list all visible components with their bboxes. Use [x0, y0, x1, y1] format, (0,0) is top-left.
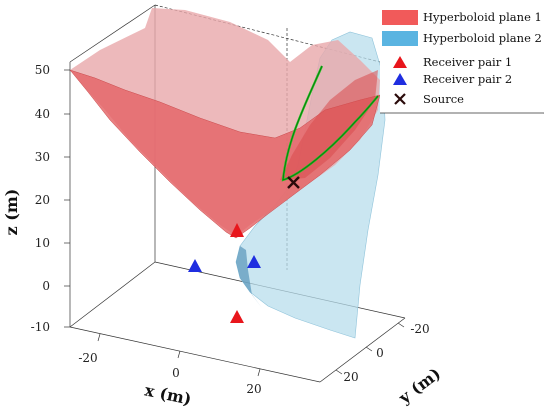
- legend-swatch-plane-1: [382, 10, 418, 25]
- y-axis-label: y (m): [394, 364, 444, 408]
- x-axis-label: x (m): [143, 380, 193, 408]
- y-tick-labels: -20 0 20: [343, 322, 429, 384]
- receiver-pair-2-marker: [188, 259, 202, 272]
- legend-swatch-source: [394, 93, 406, 105]
- source-marker: [287, 176, 300, 189]
- y-tick-label: 0: [376, 346, 384, 360]
- y-axis-line: [319, 317, 406, 383]
- legend-swatch-receiver-1: [393, 56, 407, 68]
- z-tick-label: -10: [31, 320, 50, 334]
- y-tick: [397, 322, 405, 328]
- intersection-curve-1-shadow: [282, 65, 379, 181]
- z-ticks: [64, 69, 70, 328]
- receiver-pair-1-marker: [230, 310, 244, 323]
- z-tick-label: 30: [35, 150, 50, 164]
- markers: [188, 176, 300, 323]
- legend: Hyperboloid plane 1 Hyperboloid plane 2 …: [380, 0, 544, 114]
- legend-label: Receiver pair 2: [423, 72, 512, 86]
- x-tick-label: -20: [78, 351, 97, 365]
- y-tick-label: -20: [410, 322, 429, 336]
- z-axis-label: z (m): [2, 189, 21, 236]
- back-top-edge-left: [69, 4, 156, 63]
- x-ticks: [97, 333, 261, 377]
- z-tick-label: 0: [42, 279, 50, 293]
- legend-swatch-receiver-2: [393, 73, 407, 85]
- receiver-pair-1-marker: [230, 223, 244, 237]
- y-tick: [335, 369, 343, 375]
- back-top-edge-right: [154, 4, 381, 63]
- x-tick: [177, 350, 181, 359]
- legend-label: Receiver pair 1: [423, 55, 512, 69]
- x-tick-label: 0: [172, 366, 180, 380]
- legend-label: Hyperboloid plane 1: [423, 10, 542, 24]
- legend-swatch-plane-2: [382, 31, 418, 46]
- red-surface-front: [69, 69, 381, 239]
- legend-label: Source: [423, 92, 464, 106]
- x-tick-labels: -20 0 20: [78, 351, 261, 396]
- red-surface-fold: [280, 70, 378, 180]
- x-tick: [97, 333, 101, 342]
- y-tick-label: 20: [343, 370, 358, 384]
- z-tick-label: 50: [35, 63, 50, 77]
- y-tick: [365, 346, 373, 352]
- z-tick-label: 40: [35, 107, 50, 121]
- blue-surface-neck: [236, 246, 262, 308]
- floor-back-left-edge: [69, 261, 156, 328]
- x-tick: [257, 368, 261, 377]
- hyperboloid-plane-1: [69, 8, 381, 239]
- x-axis-line: [69, 326, 321, 383]
- y-ticks: [335, 322, 405, 375]
- intersection-curves: [281, 65, 379, 182]
- x-tick-label: 20: [246, 382, 261, 396]
- z-tick-label: 10: [35, 236, 50, 250]
- z-tick-label: 20: [35, 193, 50, 207]
- legend-label: Hyperboloid plane 2: [423, 31, 542, 45]
- z-tick-labels: 50 40 30 20 10 0 -10: [31, 63, 50, 334]
- receiver-pair-2-marker: [247, 255, 261, 268]
